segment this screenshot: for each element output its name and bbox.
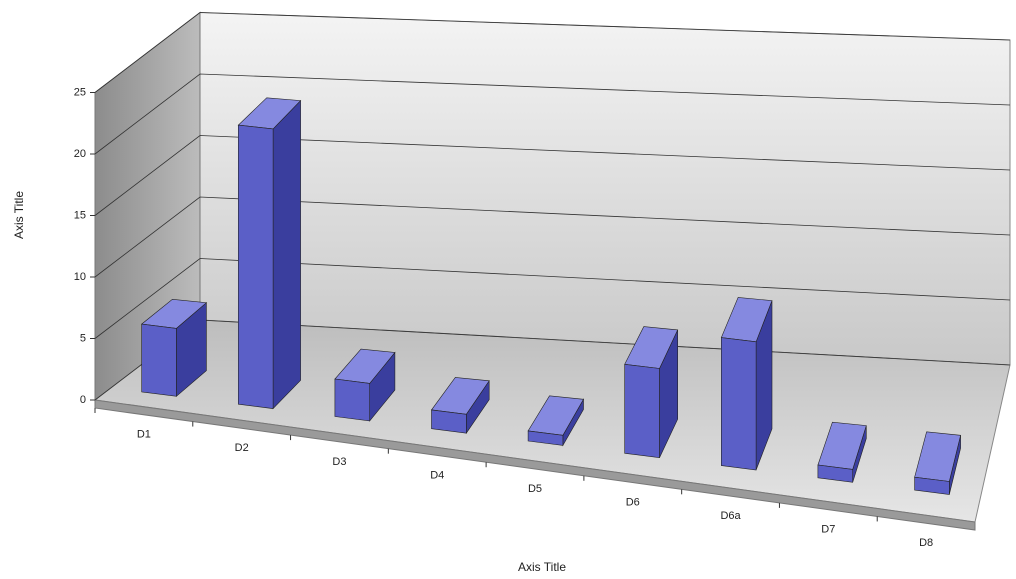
bar [141,323,177,397]
x-tick-label: D6a [720,510,741,522]
x-tick-label: D6 [626,496,640,508]
grid-line [94,258,1011,339]
bar [527,430,564,446]
y-tick-label: 20 [74,148,86,160]
x-axis-title: Axis Title [518,560,566,574]
bar [624,363,660,459]
grid-line [94,73,1011,155]
x-tick-label: D7 [821,524,835,536]
bar [238,124,274,409]
bar [817,464,854,483]
bar [431,409,467,434]
grid-line [94,135,1011,216]
x-tick-label: D4 [430,469,444,481]
y-tick-label: 25 [74,86,86,98]
bar [720,337,757,471]
grid-line [94,12,1011,93]
floor-edge [94,399,976,531]
y-tick-label: 15 [74,209,86,221]
bar-side [272,99,301,410]
y-tick-label: 10 [74,271,86,283]
x-tick-label: D5 [528,483,542,495]
grid-line [94,196,1011,278]
x-tick-label: D2 [235,442,249,454]
x-tick-label: D3 [332,456,346,468]
y-tick-label: 5 [80,332,86,344]
y-tick-label: 0 [80,394,86,406]
back-wall [199,11,1011,366]
x-tick-label: D8 [919,537,933,549]
bar [914,476,950,495]
bar [334,378,371,422]
y-axis-title: Axis Title [12,191,26,239]
x-tick-label: D1 [137,429,151,441]
